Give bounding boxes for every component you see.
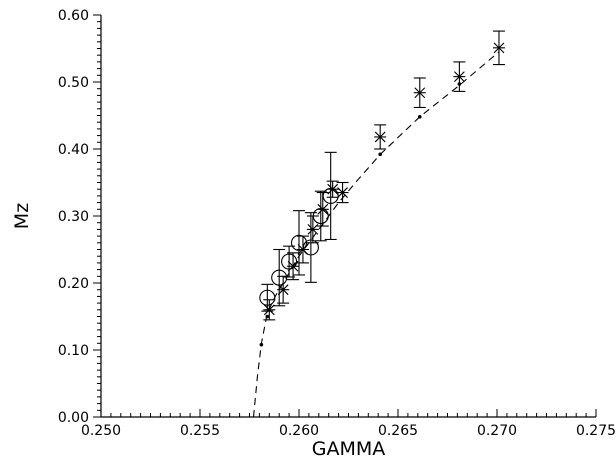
x-tick-label: 0.260 (279, 423, 319, 439)
asterisk-data-point (453, 61, 466, 92)
y-tick-label: 0.50 (58, 75, 89, 91)
asterisk-data-point (413, 77, 426, 109)
circle-marker (290, 234, 308, 251)
x-tick-label: 0.270 (477, 423, 517, 439)
x-tick-label: 0.255 (180, 423, 220, 439)
circle-data-point (281, 245, 298, 278)
circle-marker (259, 289, 276, 306)
y-tick-label: 0.40 (58, 142, 89, 158)
data-points (259, 30, 505, 321)
y-tick-label: 0.60 (58, 8, 89, 24)
fit-curve-point (259, 342, 264, 347)
circle-marker (322, 187, 339, 204)
fit-curve-point (417, 115, 422, 119)
y-tick-label: 0.20 (58, 276, 89, 292)
y-axis-label: Mz (11, 203, 33, 229)
x-axis-label: GAMMA (312, 438, 386, 460)
circle-marker (302, 239, 319, 256)
x-tick-label: 0.275 (576, 423, 616, 439)
circle-data-point (271, 248, 288, 307)
fit-curve-markers (259, 82, 462, 347)
fit-curve-line (252, 51, 500, 418)
y-tick-label: 0.30 (58, 209, 89, 225)
circle-data-point (322, 151, 339, 240)
asterisk-data-point (263, 299, 276, 321)
circle-data-point (259, 283, 276, 312)
x-axis-ticks: 0.250 0.255 0.260 0.265 0.270 0.275 (81, 409, 616, 439)
y-tick-label: 0.10 (58, 343, 89, 359)
y-axis-ticks: 0.00 0.10 0.20 0.30 0.40 0.50 0.60 (58, 8, 101, 426)
y-tick-label: 0.00 (58, 410, 89, 426)
x-tick-label: 0.265 (378, 423, 418, 439)
circle-marker (271, 269, 288, 286)
circle-marker (312, 207, 329, 225)
circle-marker (281, 253, 298, 270)
asterisk-data-point (374, 124, 387, 150)
asterisk-data-point (306, 215, 319, 244)
asterisk-data-point (336, 181, 349, 204)
asterisk-data-point (492, 30, 505, 66)
circle-data-point (290, 210, 308, 276)
fit-curve-point (378, 152, 382, 157)
circle-data-point (302, 212, 319, 283)
fit-curve-point (265, 314, 270, 319)
x-tick-label: 0.250 (81, 423, 121, 439)
